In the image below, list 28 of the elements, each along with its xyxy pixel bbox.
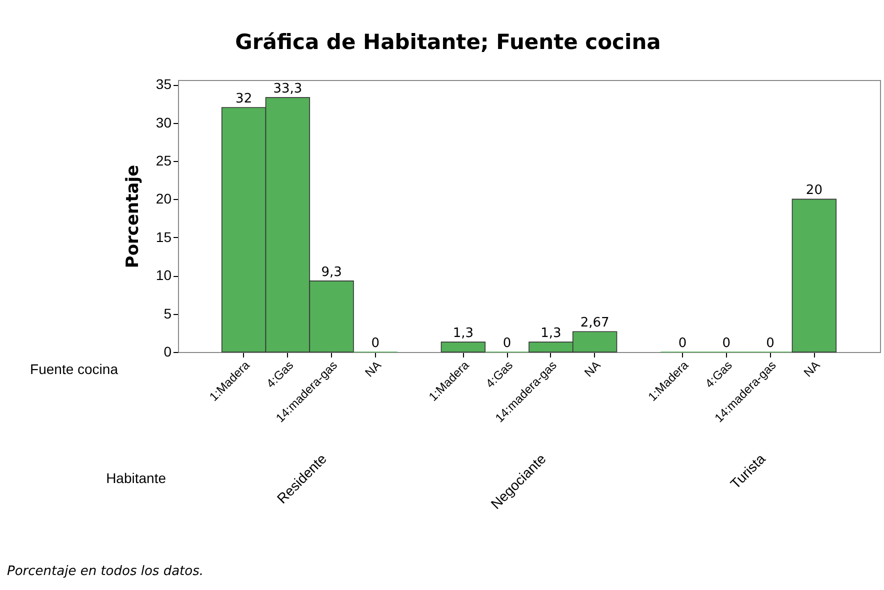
y-tick-label: 20 <box>156 190 172 207</box>
data-label: 2,67 <box>580 316 610 331</box>
data-label: 1,3 <box>452 326 474 342</box>
source-note: Fuente cocina <box>30 361 118 377</box>
x-tick-label: NA <box>362 358 384 380</box>
data-label: 0 <box>502 336 512 351</box>
y-tick-label: 35 <box>156 76 172 92</box>
data-label: 0 <box>371 336 380 351</box>
y-tick-label: 10 <box>156 267 172 284</box>
data-label: 0 <box>722 336 731 351</box>
data-label: 0 <box>766 336 774 351</box>
text: Habitante <box>106 470 166 486</box>
data-label: 33,3 <box>273 82 302 97</box>
y-tick-label: 25 <box>156 152 172 168</box>
y-tick-label: 0 <box>164 344 172 360</box>
x-tick-label: NA <box>800 358 823 380</box>
x-tick-label: NA <box>582 358 604 380</box>
y-tick-label: 30 <box>156 114 172 130</box>
data-label: 32 <box>236 92 252 107</box>
data-label: 0 <box>678 336 687 351</box>
data-label: 9,3 <box>321 264 342 280</box>
y-axis-title: Porcentaje <box>122 164 143 268</box>
y-tick-label: 5 <box>164 305 172 322</box>
y-tick-label: 15 <box>156 228 172 245</box>
chart-title: Gráfica de Habitante; Fuente cocina <box>235 30 661 54</box>
text: Porcentaje en todos los datos. <box>7 564 204 579</box>
data-label: 1,3 <box>540 326 562 342</box>
data-label: 20 <box>806 183 822 198</box>
